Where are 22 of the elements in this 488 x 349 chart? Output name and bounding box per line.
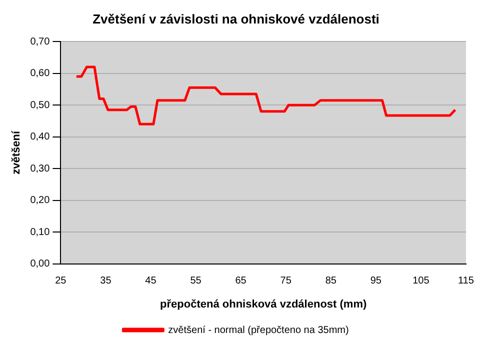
x-tick-label: 55 [190, 276, 202, 287]
x-tick-label: 45 [145, 276, 157, 287]
y-tick-label: 0,30 [30, 163, 50, 174]
x-tick-label: 115 [458, 276, 474, 287]
x-tick-label: 35 [100, 276, 112, 287]
y-tick-label: 0,10 [30, 226, 50, 238]
y-tick-label: 0,40 [30, 132, 50, 143]
x-tick-label: 65 [235, 276, 247, 287]
y-axis-title: zvětšení [10, 130, 23, 174]
x-tick-label: 85 [325, 276, 337, 287]
x-axis-title: přepočtená ohnisková vzdálenost (mm) [160, 298, 367, 310]
y-tick-label: 0,60 [30, 68, 50, 80]
legend-label: zvětšení - normal (přepočteno na 35mm) [168, 324, 349, 336]
x-tick-label: 75 [280, 276, 292, 287]
y-tick-label: 0,50 [30, 100, 50, 111]
y-tick-label: 0,20 [30, 195, 50, 206]
y-tick-label: 0,70 [30, 36, 50, 48]
x-tick-label: 25 [55, 276, 67, 287]
y-tick-label: 0,00 [30, 258, 50, 270]
x-tick-label: 105 [412, 276, 430, 287]
chart-title: Zvětšení v závislosti na ohniskové vzdálenosti [92, 11, 380, 26]
x-tick-label: 95 [370, 276, 382, 287]
